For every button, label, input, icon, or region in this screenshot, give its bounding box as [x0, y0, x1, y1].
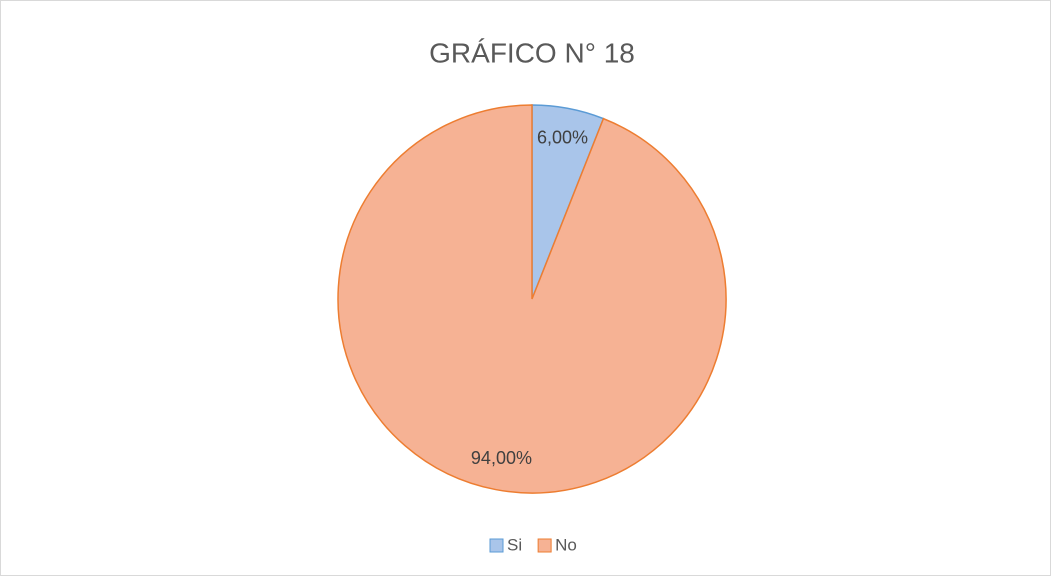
pie-slice [337, 104, 727, 494]
legend-swatch [489, 538, 504, 553]
legend-swatch [537, 538, 552, 553]
data-label: 6,00% [537, 128, 588, 148]
data-label: 94,00% [471, 448, 532, 468]
legend-label: No [555, 535, 577, 554]
legend-label: Si [507, 535, 522, 554]
chart-title: GRÁFICO N° 18 [429, 37, 635, 68]
